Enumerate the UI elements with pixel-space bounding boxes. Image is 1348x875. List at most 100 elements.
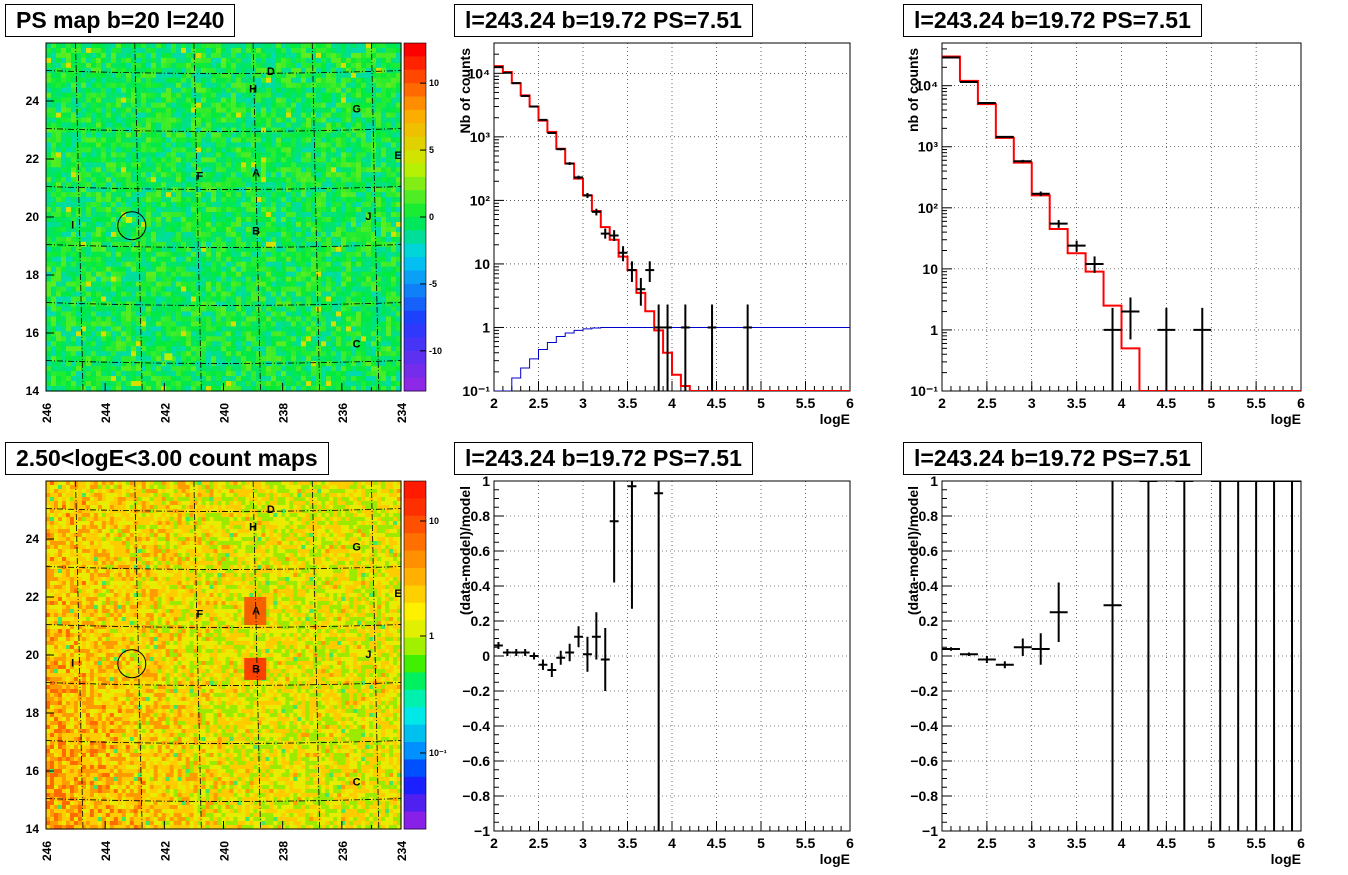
y-tick-label: 22 (26, 152, 40, 166)
residual-model-plot: 2 2.5 3 3.5 4 4.5 5 5.5 6 1 0.8 0.6 0.4 0.2 0 −0.2 −0.4 −… (905, 473, 1305, 867)
data-point (1283, 481, 1301, 831)
y-tick-label: −0.6 (910, 753, 938, 769)
data-point (1049, 220, 1068, 228)
x-tick-label: 234 (395, 403, 409, 423)
data-point (1013, 638, 1032, 656)
data-point (680, 304, 690, 391)
data-point (494, 642, 503, 649)
y-tick-label: −0.4 (462, 718, 490, 734)
data-point (1121, 297, 1140, 340)
source-label: A (252, 167, 260, 179)
x-tick-label: 236 (336, 403, 350, 423)
x-tick-label: 6 (1297, 395, 1305, 411)
y-tick-label: 10⁻¹ (462, 383, 490, 399)
data-point (556, 650, 566, 665)
parallel-line (45, 186, 402, 190)
x-tick-label: 238 (277, 841, 291, 861)
data-point (494, 66, 503, 69)
y-tick-label: 18 (26, 268, 40, 282)
source-label: B (252, 663, 260, 675)
x-tick-label: 4.5 (1157, 835, 1177, 851)
x-tick-label: 6 (846, 395, 854, 411)
x-tick-label: 246 (40, 403, 54, 423)
y-tick-label-min: 14 (26, 822, 40, 836)
data-point (591, 208, 601, 216)
data-point (1175, 481, 1194, 831)
data-point (995, 661, 1014, 669)
data-point (627, 481, 637, 609)
x-tick-label: 244 (99, 403, 113, 423)
ps-peak-spot (125, 217, 132, 223)
residual-model-title: l=243.24 b=19.72 PS=7.51 (903, 442, 1202, 475)
y-tick-label: 10 (474, 256, 490, 272)
data-point (627, 261, 637, 282)
source-label: E (394, 588, 401, 600)
x-tick-label: 4 (668, 395, 676, 411)
meridian-line (371, 480, 380, 830)
y-tick-label: 16 (26, 764, 40, 778)
x-tick-label: 5 (757, 835, 765, 851)
y-tick-label-min: 14 (26, 384, 40, 398)
x-tick-label: 240 (218, 403, 232, 423)
x-tick-label: 5.5 (796, 835, 816, 851)
data-point (959, 80, 978, 83)
parallel-line (45, 360, 402, 364)
source-label: I (71, 658, 74, 670)
x-tick-label: 2 (490, 835, 498, 851)
meridian-line (252, 480, 261, 830)
x-tick-label: 6 (846, 835, 854, 851)
meridian-line (75, 480, 84, 830)
parallel-line (45, 624, 402, 628)
x-tick-label: 246 (40, 841, 54, 861)
plot-area (494, 481, 664, 831)
y-tick-label: −0.4 (910, 718, 938, 734)
parallel-line (45, 508, 402, 512)
x-tick-label: 4 (1118, 395, 1126, 411)
x-tick-label: 3 (579, 835, 587, 851)
y-tick-label: 1 (930, 473, 938, 489)
meridian-line (252, 42, 261, 392)
x-tick-label: 4.5 (1157, 395, 1177, 411)
x-tick-label: 2 (938, 835, 946, 851)
data-point (995, 135, 1014, 138)
colorbar-tick-label: 10 (429, 516, 439, 526)
parallel-line (45, 70, 402, 74)
meridian-line (311, 480, 321, 830)
data-point (645, 261, 655, 282)
colorbar-tick-label: 5 (429, 145, 434, 155)
source-label: F (196, 608, 203, 620)
data-point (574, 626, 583, 648)
x-axis-label: logE (1271, 851, 1301, 867)
data-point (583, 636, 592, 672)
x-tick-label: 5.5 (796, 395, 816, 411)
data-point (1265, 481, 1284, 831)
data-point (663, 304, 672, 391)
parallel-line (45, 302, 402, 306)
plot-area (942, 55, 1301, 391)
data-point (511, 649, 521, 656)
source-label: H (249, 521, 257, 533)
source-label: J (365, 649, 371, 661)
source-label: D (267, 504, 275, 516)
data-point (556, 148, 566, 151)
colorbar-tick-label: 10⁻¹ (429, 748, 447, 758)
y-tick-label: −0.2 (910, 683, 938, 699)
colorbar-tick-label: 0 (429, 212, 434, 222)
x-tick-label: 5.5 (1246, 395, 1266, 411)
plot-area (942, 481, 1301, 831)
ps-map-title: PS map b=20 l=240 (5, 4, 236, 37)
colorbar-tick-label: 1 (429, 631, 434, 641)
y-tick-label: 24 (26, 532, 40, 546)
parallel-line (45, 566, 402, 570)
y-tick-label: 0 (930, 648, 938, 664)
x-tick-label: 3.5 (1067, 395, 1087, 411)
source-circle (117, 211, 147, 241)
data-point (1031, 633, 1050, 665)
y-tick-label: 1 (482, 473, 490, 489)
colorbar-tick-label: -10 (429, 346, 442, 356)
data-point (591, 612, 601, 660)
meridian-line (134, 42, 143, 392)
data-point (1157, 307, 1176, 391)
y-tick-label: 0.2 (471, 613, 491, 629)
